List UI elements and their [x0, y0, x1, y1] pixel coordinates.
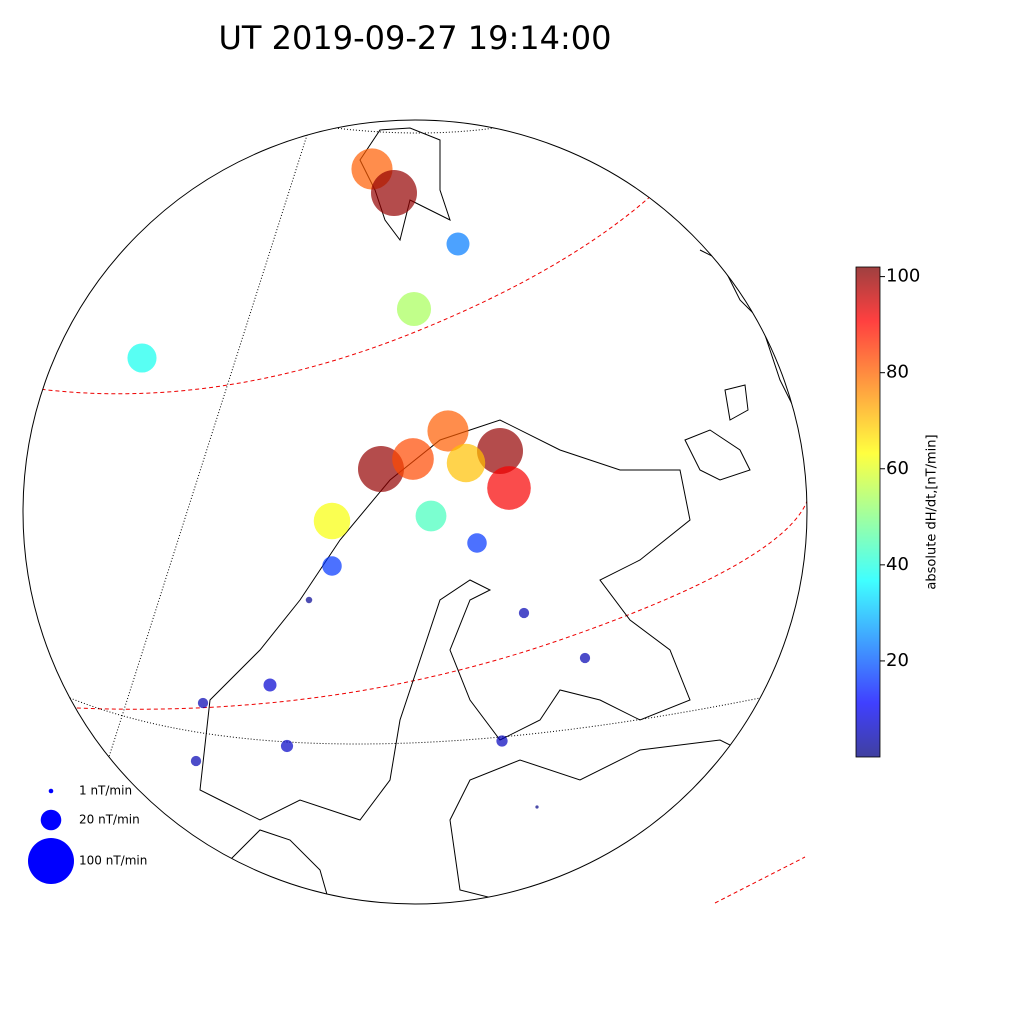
station-marker: [415, 500, 447, 532]
station-marker: [190, 755, 202, 767]
legend-label: 100 nT/min: [79, 854, 147, 868]
station-marker: [313, 502, 351, 540]
station-marker: [427, 410, 469, 452]
station-marker: [535, 805, 539, 809]
latitude-line: [23, 479, 807, 710]
colorbar-tick-label: 40: [886, 554, 909, 575]
station-marker: [305, 596, 313, 604]
colorbar-gradient: [855, 266, 881, 758]
colorbar-label: absolute dH/dt,[nT/min]: [925, 434, 940, 589]
station-marker: [446, 443, 486, 483]
station-marker: [322, 556, 342, 576]
legend-marker: [40, 809, 62, 831]
colorbar: absolute dH/dt,[nT/min] 20 40 60 80 100: [855, 266, 940, 758]
station-marker: [579, 652, 591, 664]
map-boundary: [22, 119, 808, 905]
coastline: [359, 127, 451, 242]
station-marker: [467, 533, 487, 553]
station-marker: [496, 735, 508, 747]
colorbar-tick-label: 20: [886, 650, 909, 671]
station-marker: [197, 697, 209, 709]
coastline: [449, 739, 801, 904]
parallel: [69, 697, 761, 745]
station-marker: [518, 607, 530, 619]
station-marker: [487, 466, 531, 510]
latitude-line: [714, 856, 806, 904]
coastline: [229, 829, 331, 904]
station-marker: [446, 232, 470, 256]
station-marker: [477, 428, 523, 474]
legend-marker: [28, 838, 74, 884]
chart-title: UT 2019-09-27 19:14:00: [219, 19, 612, 57]
colorbar-tick-label: 60: [886, 458, 909, 479]
coastline: [699, 249, 801, 421]
colorbar-tick-label: 100: [886, 266, 920, 287]
station-marker: [127, 343, 157, 373]
size-legend: 1 nT/min 20 nT/min 100 nT/min: [28, 784, 147, 884]
coastline: [199, 419, 691, 821]
stations: [127, 148, 591, 809]
legend-label: 20 nT/min: [79, 813, 140, 827]
coastline: [684, 384, 751, 481]
legend-marker: [48, 788, 54, 794]
station-marker: [396, 291, 432, 327]
station-marker: [392, 438, 434, 480]
station-marker: [263, 678, 277, 692]
station-marker: [280, 739, 294, 753]
colorbar-tick-label: 80: [886, 362, 909, 383]
station-marker: [371, 170, 417, 216]
legend-label: 1 nT/min: [79, 784, 132, 798]
meridian: [107, 131, 309, 761]
